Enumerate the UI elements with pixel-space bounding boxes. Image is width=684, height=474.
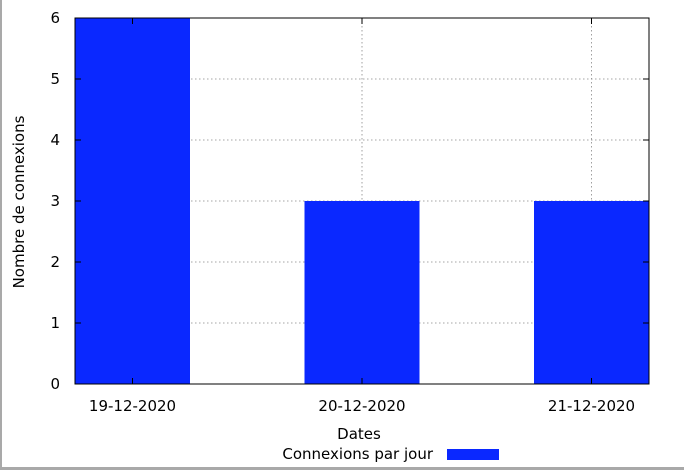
y-tick-label: 0 bbox=[50, 375, 60, 393]
y-axis-title: Nombre de connexions bbox=[10, 115, 28, 288]
tick-label-layer: 0 1 2 3 4 5 6 19-12-2020 20-12-2020 21-12-2020 bbox=[50, 9, 635, 415]
legend-swatch bbox=[447, 449, 499, 460]
axis-layer bbox=[74, 17, 650, 385]
y-tick-label: 2 bbox=[50, 253, 60, 271]
window-edge-left bbox=[0, 0, 2, 470]
bar-layer bbox=[75, 18, 649, 384]
plot-border bbox=[74, 17, 650, 385]
y-tick-label: 4 bbox=[50, 131, 60, 149]
bar-20-12-2020 bbox=[304, 201, 420, 384]
y-tick-label: 5 bbox=[50, 70, 60, 88]
bar-19-12-2020 bbox=[75, 18, 190, 384]
legend: Connexions par jour bbox=[282, 445, 499, 463]
bar-21-12-2020 bbox=[534, 201, 649, 384]
y-tick-label: 1 bbox=[50, 314, 60, 332]
x-tick-label: 19-12-2020 bbox=[89, 397, 176, 415]
legend-label: Connexions par jour bbox=[282, 445, 433, 463]
x-axis-title: Dates bbox=[337, 425, 381, 443]
y-tick-label: 6 bbox=[50, 9, 60, 27]
y-tick-label: 3 bbox=[50, 192, 60, 210]
window-edge-bottom bbox=[0, 467, 684, 470]
x-tick-label: 21-12-2020 bbox=[548, 397, 635, 415]
x-tick-label: 20-12-2020 bbox=[318, 397, 405, 415]
